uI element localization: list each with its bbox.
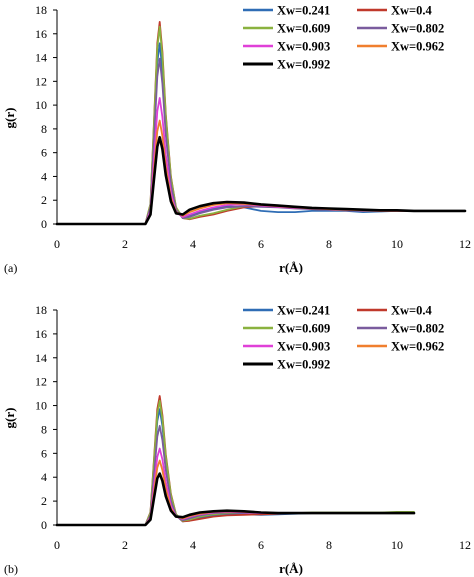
y-tick-label: 8 [41,122,47,136]
x-tick-label: 10 [391,538,403,552]
legend-label: Xw=0.992 [277,58,330,72]
legend-item: Xw=0.609 [243,22,330,36]
legend-label: Xw=0.903 [277,40,330,54]
x-tick-label: 4 [190,538,196,552]
y-tick-label: 14 [35,351,47,365]
x-tick-label: 2 [122,237,128,251]
legend-label: Xw=0.609 [277,22,330,36]
chart-panel-b: 0 2 4 6 8 10 12 14 16 18 0 2 4 6 8 10 12 r(Å) g(r) (b) Xw=0.… [2,303,471,576]
legend-label: Xw=0.241 [277,304,330,318]
x-tick-label: 12 [459,237,471,251]
series-line-xw-0-992 [55,472,416,527]
x-tick-label: 6 [258,237,264,251]
x-tick-label: 2 [122,538,128,552]
y-tick-label: 10 [35,98,47,112]
legend-label: Xw=0.4 [391,304,433,318]
legend-item: Xw=0.609 [243,322,330,336]
legend-label: Xw=0.992 [277,358,330,372]
series-line-xw-0-4 [56,395,415,526]
legend-item: Xw=0.241 [243,4,330,18]
series-line-xw-0-241 [56,408,415,526]
x-tick-label: 6 [258,538,264,552]
legend-label: Xw=0.241 [277,4,330,18]
y-tick-label: 6 [41,446,47,460]
x-axis-label: r(Å) [279,561,303,576]
x-tick-label: 0 [54,538,60,552]
legend-item: Xw=0.903 [243,40,330,54]
legend-label: Xw=0.962 [391,40,444,54]
x-tick-label: 8 [326,538,332,552]
y-tick-label: 10 [35,399,47,413]
legend-label: Xw=0.4 [391,4,433,18]
legend-item: Xw=0.4 [357,4,433,18]
legend-item: Xw=0.802 [357,322,444,336]
legend: Xw=0.241 Xw=0.4 Xw=0.609 Xw=0.802 Xw=0.903 Xw… [243,304,444,372]
y-tick-label: 6 [41,146,47,160]
legend-item: Xw=0.802 [357,22,444,36]
x-tick-label: 12 [459,538,471,552]
y-tick-label: 2 [41,193,47,207]
y-tick-label: 4 [41,470,47,484]
series-line-xw-0-609 [56,399,415,526]
x-tick-label: 4 [190,237,196,251]
legend-item: Xw=0.962 [357,340,444,354]
y-tick-label: 16 [35,27,47,41]
series-line-xw-0-802 [56,57,466,225]
y-tick-label: 16 [35,327,47,341]
legend: Xw=0.241 Xw=0.4 Xw=0.609 Xw=0.802 Xw=0.903 Xw… [243,4,444,72]
legend-label: Xw=0.962 [391,340,444,354]
legend-label: Xw=0.903 [277,340,330,354]
y-tick-label: 2 [41,494,47,508]
y-tick-label: 12 [35,74,47,88]
y-tick-label: 0 [41,518,47,532]
series-line-xw-0-992 [55,135,467,226]
legend-item: Xw=0.4 [357,304,433,318]
legend-label: Xw=0.802 [391,322,444,336]
panel-label: (b) [4,562,18,576]
series-line-xw-0-609 [56,25,466,225]
legend-item: Xw=0.241 [243,304,330,318]
y-tick-label: 18 [35,303,47,317]
legend-item: Xw=0.992 [243,58,330,72]
y-tick-label: 12 [35,375,47,389]
y-axis-label: g(r) [2,108,17,129]
panel-label: (a) [4,261,17,275]
x-tick-label: 8 [326,237,332,251]
x-tick-label: 0 [54,237,60,251]
legend-label: Xw=0.609 [277,322,330,336]
legend-label: Xw=0.802 [391,22,444,36]
y-tick-label: 8 [41,422,47,436]
y-tick-label: 14 [35,51,47,65]
x-axis-label: r(Å) [279,260,303,275]
legend-item: Xw=0.992 [243,358,330,372]
y-tick-label: 0 [41,217,47,231]
chart-panel-a: 0 2 4 6 8 10 12 14 16 18 0 2 4 6 8 10 12 r(Å) g(r) (a) Xw=0.… [2,3,471,275]
y-tick-label: 18 [35,3,47,17]
x-tick-label: 10 [391,237,403,251]
y-axis-label: g(r) [2,408,17,429]
series-line-xw-0-241 [56,42,466,225]
y-tick-label: 4 [41,169,47,183]
legend-item: Xw=0.903 [243,340,330,354]
legend-item: Xw=0.962 [357,40,444,54]
series-line-xw-0-962 [56,119,466,225]
